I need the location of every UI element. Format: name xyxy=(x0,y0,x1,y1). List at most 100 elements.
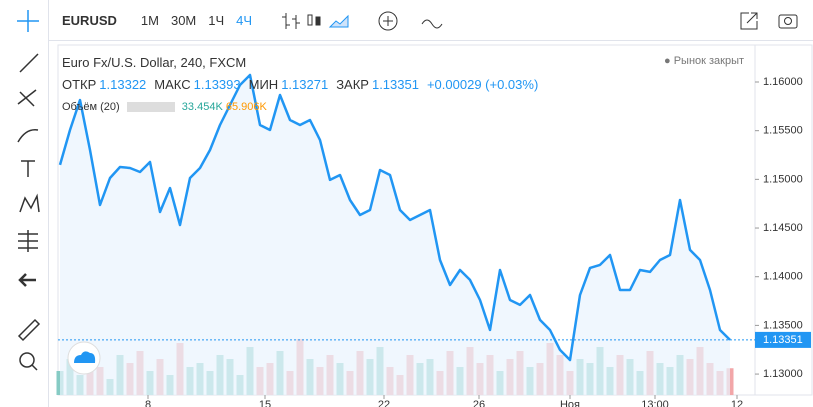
y-tick-label: 1.16000 xyxy=(763,76,803,88)
volume-bar xyxy=(96,367,104,395)
interval[interactable]: 30М xyxy=(170,12,197,28)
ohlc-label: ОТКР xyxy=(62,77,97,92)
volume-bar xyxy=(696,347,704,395)
trendline-tool[interactable] xyxy=(19,53,39,73)
x-tick-label: 13:00 xyxy=(641,399,669,407)
volume-bar xyxy=(676,355,684,395)
volume-bar xyxy=(166,375,174,395)
y-tick-label: 1.13000 xyxy=(763,368,803,380)
volume-bar xyxy=(506,359,514,395)
add-indicator[interactable] xyxy=(378,11,398,31)
volume-bar xyxy=(616,355,624,395)
volume-bar xyxy=(466,347,474,395)
actions xyxy=(740,12,798,30)
volume-bar xyxy=(536,363,544,395)
volume-bar xyxy=(646,351,654,395)
text-tool[interactable] xyxy=(21,160,35,177)
volume-bar xyxy=(226,359,234,395)
volume-bar xyxy=(326,355,334,395)
ohlc-label: МАКС xyxy=(154,77,191,92)
volume-bar xyxy=(396,375,404,395)
volume-bar xyxy=(376,347,384,395)
volume-bar xyxy=(346,371,354,395)
fib-tool[interactable] xyxy=(17,89,37,107)
volume-bar xyxy=(476,363,484,395)
volume-bar xyxy=(366,359,374,395)
snapshot[interactable] xyxy=(778,14,798,29)
volume-bar xyxy=(316,367,324,395)
volume-bar xyxy=(576,359,584,395)
ruler-tool[interactable] xyxy=(17,318,41,342)
volume-bar xyxy=(86,347,94,395)
volume-bar xyxy=(636,371,644,395)
interval[interactable]: 1М xyxy=(140,12,159,28)
legend-title: Euro Fx/U.S. Dollar, 240, FXCM xyxy=(62,55,247,70)
volume-bar xyxy=(516,351,524,395)
volume-bar xyxy=(566,371,574,395)
x-tick-label: 22 xyxy=(378,399,390,407)
fullscreen[interactable] xyxy=(740,12,758,30)
volume-bar xyxy=(246,347,254,395)
interval[interactable]: 1Ч xyxy=(208,12,225,28)
volume-bar xyxy=(426,359,434,395)
logo xyxy=(67,341,101,375)
ohlc: ОТКР 1.13322 МАКС 1.13393 МИН 1.13271 ЗАКР 1.13… xyxy=(62,74,538,96)
x-tick-label: 26 xyxy=(473,399,485,407)
market-status: ● Рынок закрыт xyxy=(664,55,745,67)
price-area xyxy=(60,75,730,395)
volume-bar xyxy=(496,371,504,395)
volume-bar xyxy=(256,367,264,395)
y-tick-label: 1.15500 xyxy=(763,125,803,137)
symbol[interactable]: EURUSD xyxy=(62,12,117,28)
volume-legend: Объём (20) 33.454K 65.906K xyxy=(62,96,538,118)
volume-bar xyxy=(206,371,214,395)
volume-bar xyxy=(606,367,614,395)
bar-style[interactable] xyxy=(282,13,301,29)
volume-controls[interactable] xyxy=(126,102,175,113)
interval[interactable]: 4Ч xyxy=(236,12,253,28)
ohlc-value: 1.13322 xyxy=(99,77,147,92)
x-tick-label: 12 xyxy=(731,399,743,407)
y-tick-label: 1.14000 xyxy=(763,271,803,283)
pattern-tool[interactable] xyxy=(19,193,40,213)
volume-bar xyxy=(456,367,464,395)
zoom-tool[interactable] xyxy=(19,352,38,371)
ohlc-value: 1.13351 xyxy=(371,77,419,92)
volume-bar xyxy=(656,363,664,395)
y-tick-label: 1.15000 xyxy=(763,173,803,185)
volume-bar xyxy=(76,375,84,395)
volume-bar xyxy=(336,363,344,395)
volume-bar xyxy=(546,343,554,395)
volume-bar xyxy=(436,371,444,395)
chart-tools xyxy=(282,11,443,31)
area-style[interactable] xyxy=(328,14,349,28)
volume-bar xyxy=(176,343,184,395)
crosshair-tool[interactable] xyxy=(17,10,39,32)
volume-title: Объём (20) xyxy=(62,101,120,113)
ohlc-label: МИН xyxy=(248,77,279,92)
brush-tool[interactable] xyxy=(17,129,39,143)
volume-bar xyxy=(356,351,364,395)
volume-bar xyxy=(586,363,594,395)
volume-bar xyxy=(626,359,634,395)
ohlc-label: ЗАКР xyxy=(336,77,369,92)
prediction-tool[interactable] xyxy=(18,230,38,252)
x-tick-label: 8 xyxy=(145,399,151,407)
volume-bar xyxy=(286,371,294,395)
volume-bar xyxy=(146,371,154,395)
volume-bar xyxy=(666,367,674,395)
compare[interactable] xyxy=(421,19,443,29)
volume-bar xyxy=(726,368,734,395)
volume-bar xyxy=(486,355,494,395)
ohlc-value: 1.13393 xyxy=(193,77,241,92)
volume-bar xyxy=(126,363,134,395)
last-price-box xyxy=(755,331,811,348)
last-price-label: 1.13351 xyxy=(763,334,803,346)
intervals: 1М 30М 1Ч 4Ч xyxy=(135,13,258,28)
candle-style[interactable] xyxy=(307,14,313,26)
volume-bar xyxy=(526,367,534,395)
volume-bar xyxy=(216,355,224,395)
volume-bar xyxy=(56,371,64,395)
volume-bar xyxy=(706,363,714,395)
back-tool[interactable] xyxy=(18,273,36,287)
